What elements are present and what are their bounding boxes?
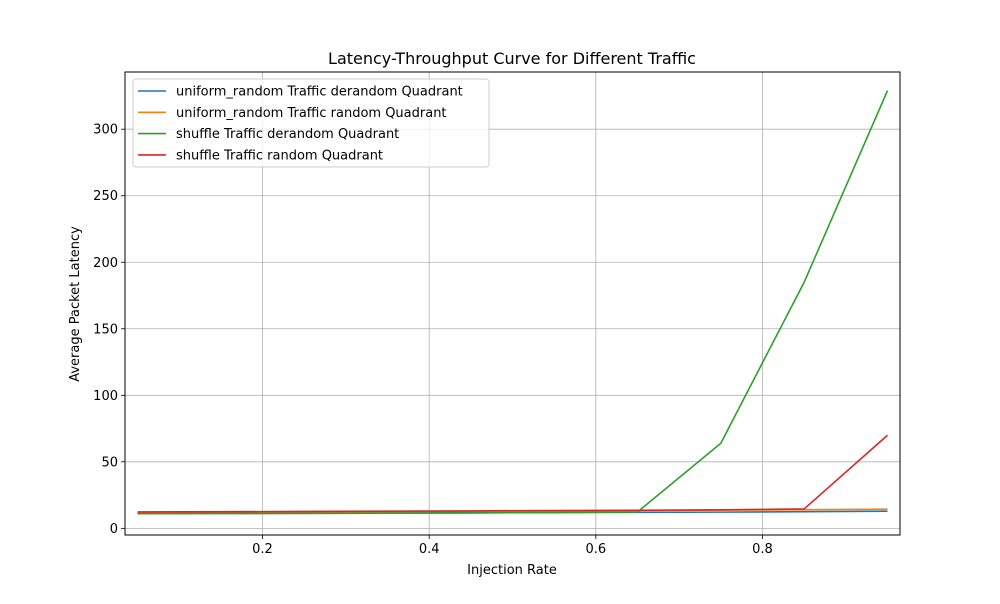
y-tick-label: 100	[93, 389, 118, 404]
chart-title: Latency-Throughput Curve for Different T…	[328, 49, 696, 68]
y-tick-label: 50	[101, 455, 118, 470]
series-line-4	[137, 434, 889, 513]
y-tick-label: 0	[110, 522, 118, 537]
legend-label-1: uniform_random Traffic derandom Quadrant	[176, 85, 463, 100]
y-tick-label: 300	[93, 123, 118, 138]
legend: uniform_random Traffic derandom Quadrant…	[132, 78, 490, 168]
legend-items: uniform_random Traffic derandom Quadrant…	[138, 85, 463, 163]
y-tick-label: 200	[93, 256, 118, 271]
y-axis-label: Average Packet Latency	[68, 226, 83, 382]
legend-label-3: shuffle Traffic derandom Quadrant	[176, 127, 399, 142]
grid	[125, 72, 900, 535]
legend-label-4: shuffle Traffic random Quadrant	[176, 148, 383, 163]
x-tick-label: 0.4	[419, 542, 440, 557]
y-axis-ticks: 0 50 100 150 200 250 300	[93, 123, 125, 537]
x-tick-label: 0.8	[752, 542, 773, 557]
y-tick-label: 250	[93, 189, 118, 204]
x-tick-label: 0.6	[585, 542, 606, 557]
series-lines	[137, 90, 889, 515]
series-line-3	[137, 90, 889, 515]
legend-label-2: uniform_random Traffic random Quadrant	[176, 106, 447, 121]
x-axis-label: Injection Rate	[467, 563, 557, 578]
x-tick-label: 0.2	[252, 542, 273, 557]
legend-box	[132, 78, 490, 168]
x-axis-ticks: 0.2 0.4 0.6 0.8	[252, 535, 773, 557]
y-tick-label: 150	[93, 322, 118, 337]
axes-frame	[124, 71, 901, 536]
